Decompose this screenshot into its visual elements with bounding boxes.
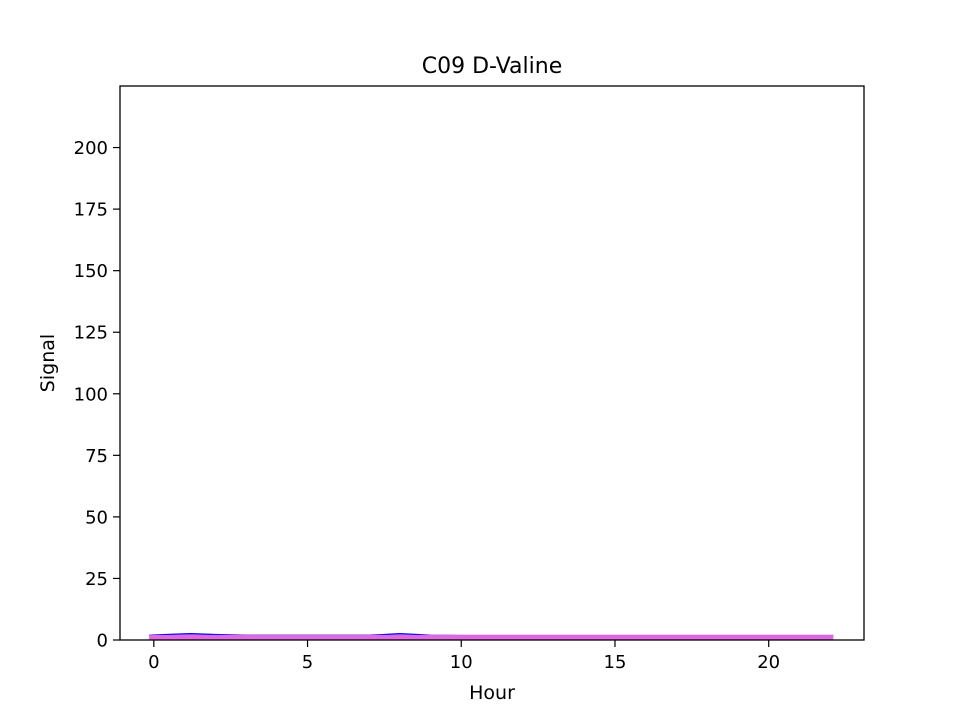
y-axis: 0 25 50 75 100 125 150 175 200: [74, 138, 120, 652]
y-tick-label: 150: [74, 261, 108, 282]
y-tick-label: 175: [74, 200, 108, 221]
y-tick-label: 125: [74, 323, 108, 344]
y-tick-label: 75: [85, 446, 108, 467]
y-tick-label: 200: [74, 138, 108, 159]
x-tick-label: 10: [450, 652, 473, 673]
y-tick-label: 100: [74, 384, 108, 405]
x-tick-label: 5: [302, 652, 313, 673]
series-2-area: [149, 635, 834, 640]
plot-frame: [119, 85, 865, 641]
x-axis-label: Hour: [469, 682, 515, 704]
y-tick-label: 50: [85, 507, 108, 528]
x-axis: 0 5 10 15 20: [148, 640, 780, 673]
y-tick-label: 25: [85, 569, 108, 590]
x-tick-label: 15: [604, 652, 627, 673]
y-axis-label: Signal: [37, 334, 59, 392]
y-tick-label: 0: [97, 631, 108, 652]
plot-area: [149, 632, 834, 640]
chart-title: C09 D-Valine: [422, 54, 562, 79]
x-tick-label: 0: [148, 652, 159, 673]
x-tick-label: 20: [757, 652, 780, 673]
